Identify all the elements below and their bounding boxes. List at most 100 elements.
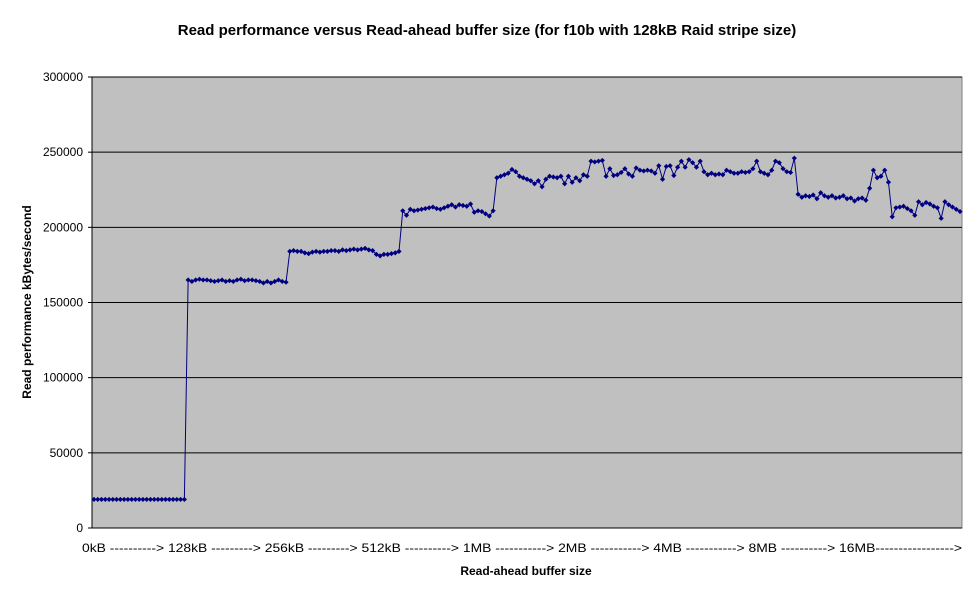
data-point: [641, 168, 647, 174]
data-point: [260, 280, 267, 286]
data-point: [750, 166, 756, 172]
data-point: [151, 496, 157, 503]
data-point: [633, 165, 639, 171]
data-point: [430, 204, 436, 210]
data-point: [407, 206, 413, 212]
data-point: [219, 277, 225, 283]
data-point: [851, 198, 858, 204]
data-point: [746, 169, 752, 175]
data-point: [516, 173, 523, 179]
data-point: [136, 496, 142, 503]
data-point: [957, 208, 963, 215]
data-point: [603, 173, 609, 179]
data-point: [396, 248, 402, 254]
data-point: [106, 496, 112, 503]
data-point: [204, 277, 210, 283]
data-point: [859, 195, 865, 201]
data-point: [648, 168, 654, 174]
data-point: [215, 278, 221, 284]
data-point: [294, 248, 300, 254]
x-axis-tick-labels: 0kB ----------> 128kB ---------> 256kB -…: [82, 541, 962, 555]
data-point: [705, 172, 711, 178]
data-point: [686, 157, 692, 163]
data-point: [629, 173, 636, 179]
data-point: [170, 496, 176, 503]
data-point: [121, 496, 127, 503]
data-point: [403, 212, 410, 218]
data-point: [546, 173, 553, 179]
y-axis-ticks: 0 50000 100000 150000 200000 250000 300000: [43, 70, 92, 535]
data-point: [373, 251, 379, 257]
data-point: [388, 251, 395, 257]
data-point: [275, 277, 282, 283]
data-point: [343, 248, 349, 254]
data-point: [667, 163, 673, 169]
data-point: [513, 169, 519, 175]
data-point: [908, 208, 914, 214]
data-point: [622, 166, 628, 172]
data-point: [878, 173, 884, 179]
data-point: [562, 181, 568, 187]
data-point: [946, 202, 952, 208]
data-point: [505, 170, 511, 176]
data-point: [938, 215, 944, 221]
data-point: [313, 248, 319, 254]
data-point: [806, 193, 812, 200]
data-point: [482, 211, 489, 217]
data-point: [279, 278, 285, 285]
data-point: [912, 212, 918, 218]
data-point: [132, 496, 139, 503]
data-point: [287, 248, 293, 254]
data-point: [637, 167, 643, 173]
data-point: [949, 204, 956, 210]
data-point: [867, 185, 873, 191]
data-point: [437, 206, 443, 212]
data-point: [919, 202, 925, 208]
y-tick-label: 300000: [43, 70, 83, 84]
data-point: [200, 277, 206, 283]
data-point: [321, 248, 327, 254]
data-point: [257, 278, 263, 285]
data-point: [211, 278, 218, 285]
y-tick-label: 250000: [43, 145, 83, 159]
data-point: [147, 496, 154, 503]
data-point: [693, 164, 700, 170]
data-point: [720, 172, 726, 178]
data-point: [226, 278, 233, 284]
y-tick-label: 200000: [43, 220, 83, 234]
data-point: [110, 496, 116, 503]
data-point: [509, 166, 515, 173]
data-point: [757, 169, 764, 175]
data-point: [893, 205, 899, 211]
data-point: [543, 176, 549, 182]
data-point: [283, 279, 289, 285]
data-point: [739, 169, 745, 175]
data-point: [900, 203, 907, 209]
data-point: [486, 213, 492, 219]
data-point: [230, 278, 236, 285]
data-point: [656, 163, 662, 169]
data-point: [870, 167, 876, 173]
data-point: [742, 169, 748, 176]
data-point: [769, 167, 775, 173]
data-point: [821, 193, 828, 199]
data-point: [836, 194, 843, 200]
data-point: [162, 496, 169, 503]
data-point: [185, 277, 191, 283]
data-point: [592, 159, 598, 165]
data-point: [772, 158, 779, 164]
data-point: [953, 206, 959, 212]
data-point: [434, 205, 440, 212]
data-point: [931, 203, 937, 209]
data-point: [697, 158, 703, 164]
data-point: [351, 246, 357, 252]
data-point: [554, 175, 560, 181]
data-point: [787, 169, 794, 176]
data-point: [302, 250, 308, 256]
data-point: [934, 205, 941, 211]
data-point: [272, 278, 278, 285]
data-point: [723, 167, 730, 173]
data-point: [599, 157, 605, 164]
y-tick-label: 150000: [43, 296, 83, 310]
